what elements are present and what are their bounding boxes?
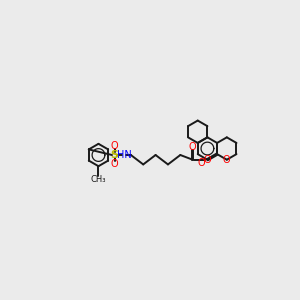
Text: O: O bbox=[204, 155, 211, 165]
Text: HN: HN bbox=[117, 150, 132, 160]
Text: O: O bbox=[223, 155, 231, 165]
Text: O: O bbox=[198, 158, 206, 168]
Text: O: O bbox=[111, 141, 118, 151]
Text: CH₃: CH₃ bbox=[91, 175, 106, 184]
Text: O: O bbox=[189, 142, 196, 152]
Text: O: O bbox=[111, 159, 118, 169]
Text: S: S bbox=[111, 150, 119, 160]
